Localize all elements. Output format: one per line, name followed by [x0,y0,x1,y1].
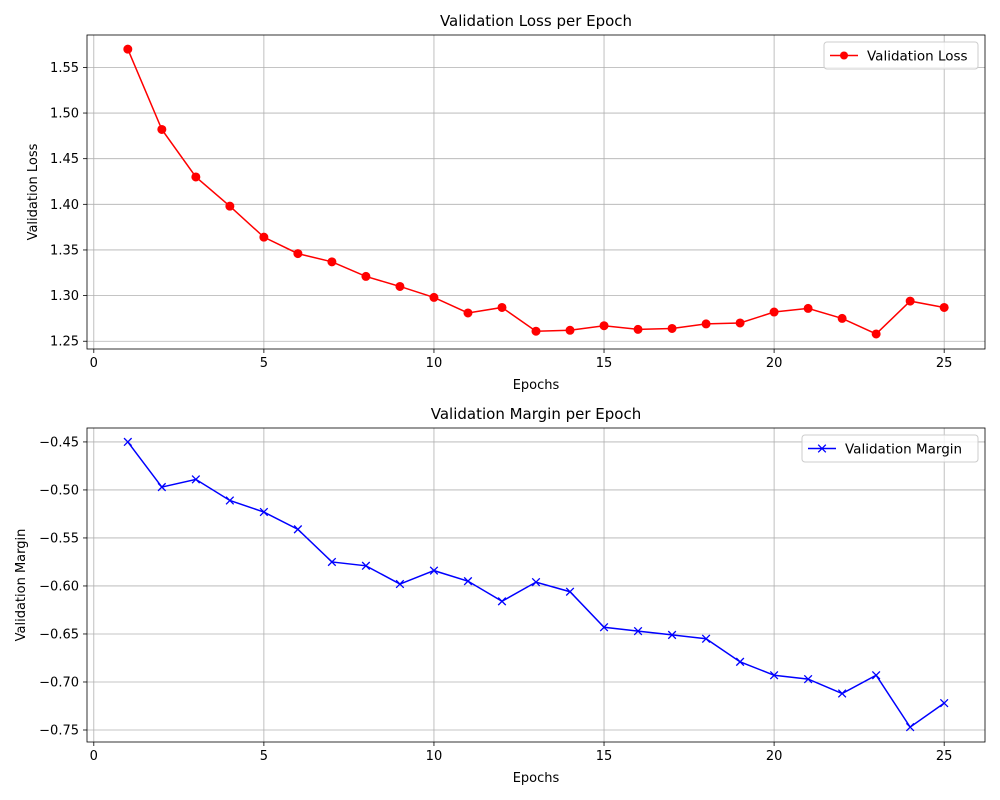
chart-title: Validation Loss per Epoch [440,12,632,30]
chart-panel-1: 0 5 10 15 20 25 1.25 1.30 1.35 1.40 1.45 1.50 1.55 Va… [26,12,986,393]
x-tick-label: 10 [426,356,443,371]
chart-title: Validation Margin per Epoch [431,405,641,423]
data-point [497,597,507,606]
data-point [667,630,677,640]
data-point [225,201,235,211]
data-point [939,302,949,312]
series-line [127,441,945,729]
data-point [837,689,847,698]
legend-marker [817,444,827,453]
chart-panel-2: 0 5 10 15 20 25 −0.75 −0.70 −0.65 −0.60 −0.55 −0.50… [14,405,986,786]
y-tick-label: 1.30 [50,289,79,304]
data-point [123,437,133,447]
data-point [191,475,201,484]
data-point [701,634,711,644]
data-point [565,587,575,596]
data-point [769,307,779,317]
data-point [327,557,337,567]
data-point [735,318,745,328]
data-point [565,325,575,335]
data-point [395,579,405,589]
x-tick-label: 20 [766,749,783,764]
legend-marker [840,51,848,60]
data-point [157,482,167,492]
axes-frame [86,34,986,350]
data-point [463,308,473,318]
data-point [633,626,643,636]
data-point [871,671,881,680]
y-tick-label: −0.75 [39,723,79,738]
x-tick-label: 0 [90,749,98,764]
x-axis-label: Epochs [513,771,560,786]
y-tick-label: −0.55 [39,531,79,546]
x-tick-label: 0 [90,356,98,371]
y-tick-label: 1.45 [50,152,79,167]
data-point [429,566,439,575]
y-tick-label: −0.60 [39,579,79,594]
data-point [191,172,201,182]
data-point [259,507,269,517]
data-point [905,296,915,306]
legend-label: Validation Loss [867,49,968,65]
legend-label: Validation Margin [845,442,962,458]
legend: Validation Margin [801,434,979,463]
x-tick-label: 15 [596,356,613,371]
x-tick-label: 5 [260,356,268,371]
data-point [599,321,609,331]
data-point [123,44,133,54]
data-point [259,232,269,242]
x-tick-label: 10 [426,749,443,764]
legend-box [801,434,979,463]
data-point [429,292,439,302]
y-tick-label: −0.50 [39,483,79,498]
series-line [127,48,945,335]
data-point [395,281,405,291]
x-tick-label: 20 [766,356,783,371]
data-point [225,496,235,505]
data-point [293,249,303,259]
axes-frame [86,427,986,743]
data-point [361,271,371,281]
data-point [837,313,847,323]
y-tick-label: −0.70 [39,675,79,690]
data-point [871,329,881,339]
data-point [905,722,915,732]
data-point [599,622,609,632]
legend: Validation Loss [823,41,979,70]
y-tick-label: 1.55 [50,61,79,76]
data-point [939,698,949,708]
y-tick-label: 1.40 [50,198,79,213]
legend-box [823,41,979,70]
data-point [803,674,813,684]
y-tick-label: 1.25 [50,335,79,350]
data-point [327,257,337,267]
data-point [735,657,745,667]
data-point [463,576,473,586]
data-point [497,302,507,312]
data-point [531,577,541,587]
x-axis-label: Epochs [513,378,560,393]
data-point [701,319,711,329]
y-tick-label: 1.35 [50,243,79,258]
data-point [293,525,303,534]
y-axis-label: Validation Margin [14,529,29,642]
data-point [361,561,371,571]
data-point [667,323,677,333]
y-axis-label: Validation Loss [26,143,41,240]
data-point [157,124,167,134]
data-point [531,326,541,336]
x-tick-label: 25 [936,356,953,371]
data-point [803,303,813,313]
x-tick-label: 15 [596,749,613,764]
data-point [633,324,643,334]
y-tick-label: −0.45 [39,435,79,450]
y-tick-label: −0.65 [39,627,79,642]
x-tick-label: 25 [936,749,953,764]
x-tick-label: 5 [260,749,268,764]
y-tick-label: 1.50 [50,107,79,122]
data-point [769,671,779,680]
